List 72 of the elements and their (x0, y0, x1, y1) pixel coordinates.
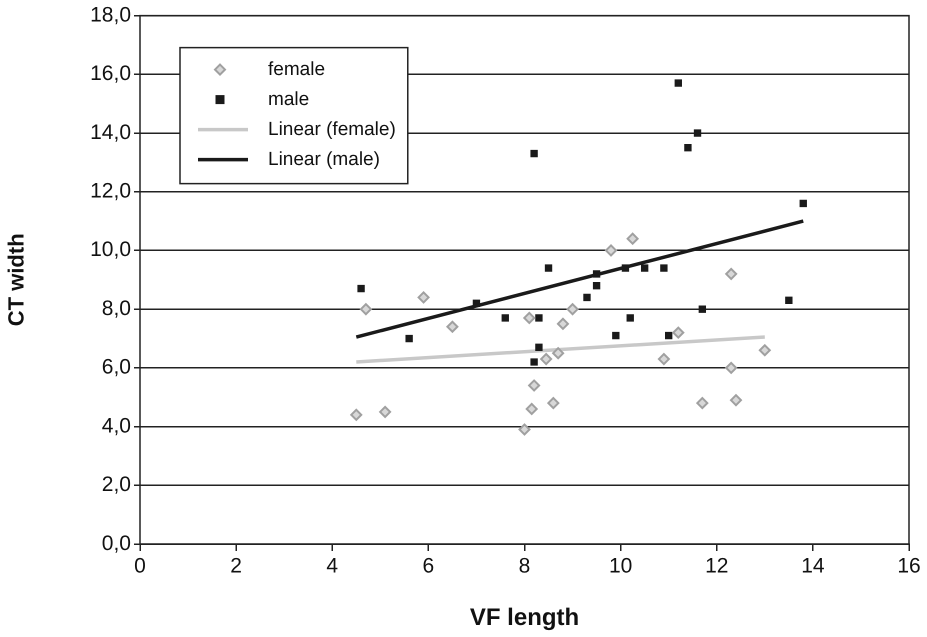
point (694, 129, 702, 137)
point (566, 303, 579, 316)
point (730, 394, 742, 406)
y-tick-label: 2,0 (102, 473, 131, 496)
x-tick-label: 8 (518, 554, 530, 578)
point (502, 314, 509, 322)
point (556, 318, 569, 330)
point (350, 408, 362, 421)
point (530, 358, 538, 366)
point (523, 312, 536, 324)
point (535, 344, 543, 351)
point (592, 270, 600, 278)
point (640, 264, 648, 272)
point (725, 268, 738, 280)
point (472, 300, 480, 307)
point (552, 347, 564, 360)
legend-label: Linear (male) (268, 148, 380, 170)
point (547, 397, 560, 410)
point (592, 282, 600, 290)
point (758, 344, 771, 356)
point (622, 264, 630, 272)
y-tick-label: 8,0 (102, 296, 131, 320)
point (658, 353, 670, 366)
point (379, 406, 392, 418)
x-tick-label: 0 (134, 554, 146, 578)
y-tick-label: 12,0 (90, 180, 131, 203)
point (405, 334, 413, 342)
point (696, 397, 708, 410)
x-tick-label: 6 (422, 554, 434, 578)
point (698, 305, 706, 313)
point (446, 320, 458, 333)
legend-label: female (268, 58, 326, 80)
point (674, 79, 682, 87)
x-tick-label: 12 (705, 554, 728, 578)
x-tick-label: 2 (230, 554, 242, 578)
point (626, 314, 634, 322)
point (665, 332, 672, 340)
point (530, 150, 538, 158)
y-tick-label: 10,0 (90, 238, 131, 262)
point (605, 244, 618, 256)
y-tick-label: 18,0 (90, 3, 131, 26)
point (583, 294, 591, 302)
legend-label: Linear (female) (268, 118, 396, 140)
point (540, 353, 552, 366)
point (800, 200, 807, 208)
x-tick-label: 16 (897, 554, 921, 578)
x-tick-label: 4 (326, 554, 338, 578)
point (535, 314, 543, 322)
point (544, 264, 552, 272)
y-axis-title: CT width (3, 233, 28, 326)
point (672, 326, 684, 339)
point (684, 144, 692, 152)
y-tick-label: 16,0 (90, 62, 131, 86)
point (626, 232, 639, 245)
point (660, 264, 668, 272)
x-axis-title: VF length (470, 604, 580, 632)
x-tick-label: 10 (608, 554, 632, 578)
x-tick-label: 14 (801, 554, 825, 578)
point (725, 362, 738, 374)
point (360, 303, 372, 316)
point (526, 402, 538, 415)
legend-label: male (268, 88, 310, 110)
point (528, 379, 540, 392)
point (518, 424, 530, 436)
y-tick-label: 0,0 (102, 532, 131, 555)
point (357, 284, 365, 292)
y-tick-label: 4,0 (102, 414, 131, 438)
point (785, 296, 793, 304)
y-tick-label: 14,0 (90, 120, 131, 144)
y-tick-label: 6,0 (102, 356, 131, 379)
point (418, 291, 430, 304)
point (612, 332, 620, 340)
